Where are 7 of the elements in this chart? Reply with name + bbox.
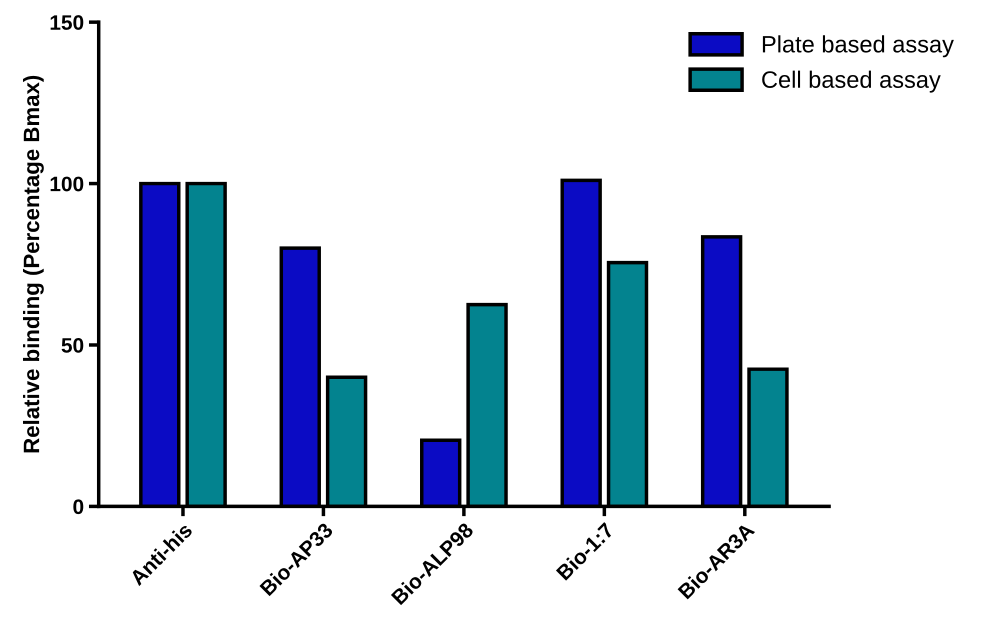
y-tick-label: 0 bbox=[73, 499, 84, 514]
legend-label: Cell based assay bbox=[762, 70, 941, 93]
legend-label: Plate based assay bbox=[762, 35, 954, 58]
y-tick-label: 100 bbox=[50, 176, 84, 192]
y-axis-title: Relative binding (Percentage Bmax) bbox=[22, 76, 44, 452]
y-tick-label: 150 bbox=[50, 15, 84, 30]
y-tick-label: 50 bbox=[62, 338, 84, 353]
